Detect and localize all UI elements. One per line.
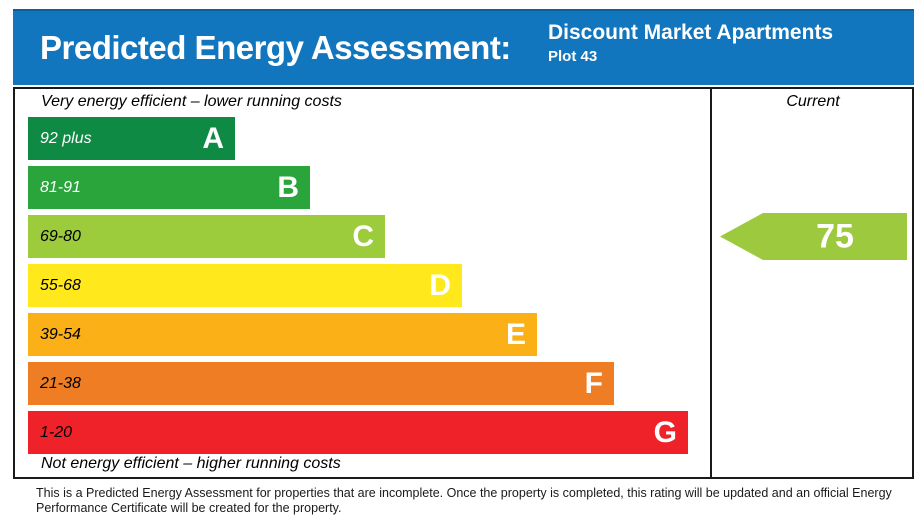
- band-range: 1-20: [40, 423, 73, 441]
- band-row: 55-68 D: [28, 264, 462, 307]
- bands-column: Very energy efficient – lower running co…: [15, 89, 712, 477]
- band-row: 39-54 E: [28, 313, 537, 356]
- band-row: 81-91 B: [28, 166, 310, 209]
- band-letter: C: [352, 219, 374, 253]
- energy-rating-chart: Very energy efficient – lower running co…: [13, 87, 914, 479]
- band-range: 81-91: [40, 178, 81, 196]
- band-range: 21-38: [40, 374, 81, 392]
- current-rating-value: 75: [816, 217, 854, 255]
- current-rating-arrow: 75: [720, 213, 907, 260]
- band-letter: A: [202, 121, 224, 155]
- band-range: 92 plus: [40, 129, 92, 147]
- property-name: Discount Market Apartments: [548, 21, 834, 44]
- page-title: Predicted Energy Assessment:: [40, 29, 511, 66]
- plot-number: Plot 43: [548, 48, 598, 65]
- band-range: 55-68: [40, 276, 81, 294]
- band-letter: D: [429, 268, 451, 302]
- current-column-header: Current: [786, 93, 840, 110]
- band-range: 69-80: [40, 227, 81, 245]
- band-row: 21-38 F: [28, 362, 614, 405]
- band-row: 1-20 G: [28, 411, 688, 454]
- top-efficiency-label: Very energy efficient – lower running co…: [41, 93, 342, 110]
- band-letter: E: [505, 317, 526, 351]
- disclaimer-text: This is a Predicted Energy Assessment fo…: [36, 486, 892, 516]
- band-letter: B: [277, 170, 299, 204]
- band-range: 39-54: [40, 325, 81, 343]
- band-letter: F: [584, 366, 603, 400]
- bottom-efficiency-label: Not energy efficient – higher running co…: [41, 455, 341, 472]
- property-info: Discount Market Apartments Plot 43: [548, 21, 833, 65]
- band-row: 92 plus A: [28, 117, 235, 160]
- header-banner: Predicted Energy Assessment: Discount Ma…: [13, 9, 914, 85]
- band-row: 69-80 C: [28, 215, 385, 258]
- current-column: Current 75: [714, 89, 912, 477]
- band-letter: G: [653, 415, 677, 449]
